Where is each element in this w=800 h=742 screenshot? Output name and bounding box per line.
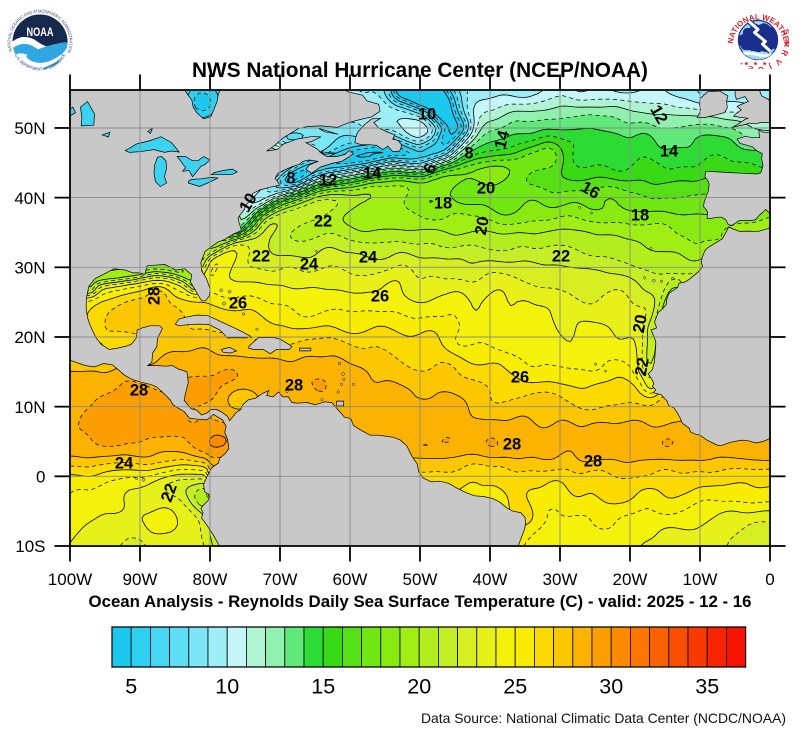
svg-text:E: E bbox=[746, 64, 754, 69]
svg-text:20: 20 bbox=[407, 675, 431, 699]
svg-text:40N: 40N bbox=[14, 189, 45, 208]
svg-text:▪★ ★ ★▪: ▪★ ★ ★▪ bbox=[740, 61, 771, 68]
svg-text:S: S bbox=[781, 28, 789, 36]
svg-text:22: 22 bbox=[552, 247, 570, 265]
svg-text:90W: 90W bbox=[123, 570, 158, 589]
svg-text:Ocean Analysis - Reynolds Dail: Ocean Analysis - Reynolds Daily Sea Surf… bbox=[89, 592, 752, 611]
svg-text:15: 15 bbox=[311, 675, 335, 699]
svg-text:Data Source: National Climatic: Data Source: National Climatic Data Cent… bbox=[421, 710, 786, 726]
svg-text:22: 22 bbox=[252, 247, 270, 265]
svg-text:80W: 80W bbox=[193, 570, 228, 589]
svg-text:28: 28 bbox=[145, 287, 163, 305]
svg-text:28: 28 bbox=[130, 381, 148, 399]
svg-text:10: 10 bbox=[215, 675, 239, 699]
svg-text:V: V bbox=[773, 57, 784, 68]
svg-text:8: 8 bbox=[464, 144, 473, 162]
svg-text:8: 8 bbox=[286, 169, 295, 187]
svg-text:26: 26 bbox=[229, 294, 247, 312]
svg-text:28: 28 bbox=[584, 452, 602, 470]
svg-text:22: 22 bbox=[632, 356, 653, 377]
svg-text:10W: 10W bbox=[683, 570, 718, 589]
svg-text:14: 14 bbox=[491, 128, 513, 151]
svg-text:24: 24 bbox=[300, 255, 319, 273]
svg-text:18: 18 bbox=[434, 194, 452, 212]
svg-text:10N: 10N bbox=[14, 398, 45, 417]
svg-text:R: R bbox=[779, 48, 789, 57]
svg-text:25: 25 bbox=[503, 675, 527, 699]
svg-text:20: 20 bbox=[630, 313, 651, 334]
svg-text:14: 14 bbox=[660, 142, 679, 160]
svg-text:20N: 20N bbox=[14, 328, 45, 347]
svg-text:24: 24 bbox=[359, 248, 378, 266]
svg-text:12: 12 bbox=[319, 171, 337, 189]
svg-text:50N: 50N bbox=[14, 119, 45, 138]
svg-text:5: 5 bbox=[125, 675, 137, 699]
svg-text:22: 22 bbox=[158, 481, 181, 504]
svg-text:0: 0 bbox=[36, 467, 45, 486]
svg-text:20: 20 bbox=[472, 215, 493, 236]
svg-text:70W: 70W bbox=[263, 570, 298, 589]
svg-text:E: E bbox=[783, 40, 789, 47]
svg-text:30: 30 bbox=[599, 675, 623, 699]
svg-text:30W: 30W bbox=[543, 570, 578, 589]
svg-text:0: 0 bbox=[765, 570, 774, 589]
svg-text:20W: 20W bbox=[613, 570, 648, 589]
svg-text:C: C bbox=[757, 65, 764, 69]
svg-text:I: I bbox=[768, 62, 774, 69]
svg-text:18: 18 bbox=[631, 206, 649, 224]
svg-text:28: 28 bbox=[285, 376, 303, 394]
svg-text:14: 14 bbox=[363, 164, 382, 182]
svg-text:50W: 50W bbox=[403, 570, 438, 589]
svg-text:NOAA: NOAA bbox=[27, 25, 54, 39]
svg-text:26: 26 bbox=[511, 368, 529, 386]
svg-text:20: 20 bbox=[477, 179, 495, 197]
svg-text:24: 24 bbox=[115, 454, 134, 472]
svg-text:60W: 60W bbox=[333, 570, 368, 589]
svg-text:NWS National Hurricane Center: NWS National Hurricane Center (NCEP/NOAA… bbox=[192, 59, 648, 82]
svg-text:30N: 30N bbox=[14, 258, 45, 277]
svg-text:10: 10 bbox=[418, 105, 436, 123]
svg-text:26: 26 bbox=[371, 287, 389, 305]
svg-text:10S: 10S bbox=[15, 537, 45, 556]
svg-text:35: 35 bbox=[695, 675, 719, 699]
svg-text:40W: 40W bbox=[473, 570, 508, 589]
svg-text:28: 28 bbox=[503, 435, 521, 453]
svg-text:22: 22 bbox=[314, 212, 332, 230]
svg-text:100W: 100W bbox=[48, 570, 92, 589]
